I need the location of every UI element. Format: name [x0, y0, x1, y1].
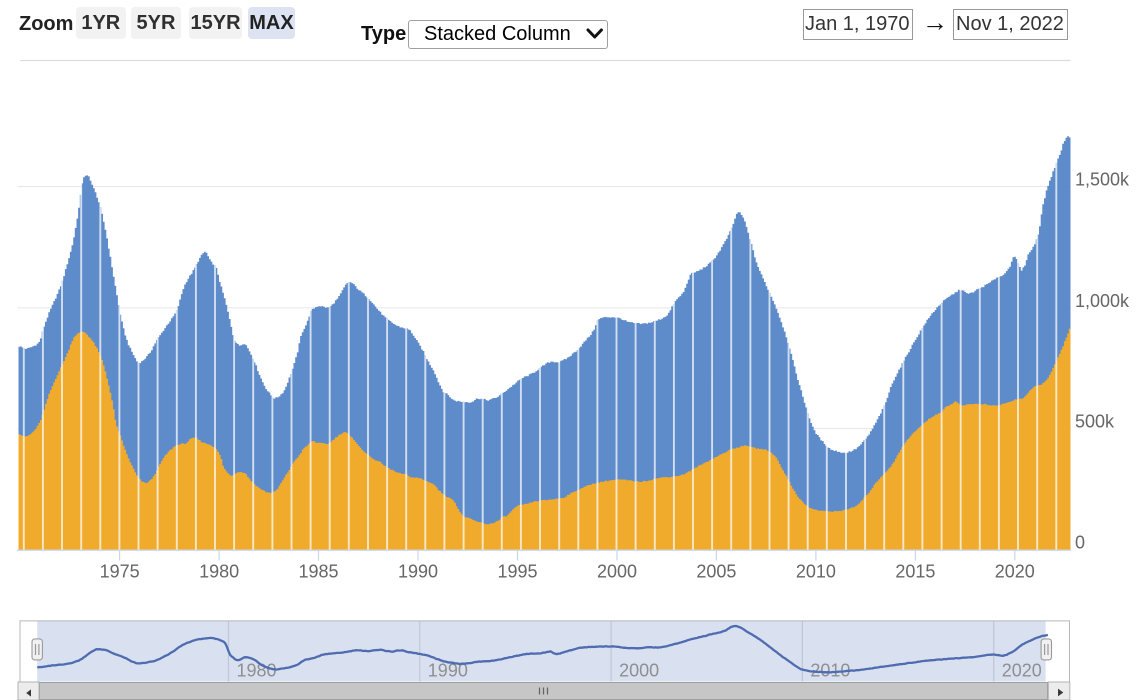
svg-text:2010: 2010: [796, 562, 836, 582]
svg-text:1,500k: 1,500k: [1075, 170, 1130, 190]
svg-text:2005: 2005: [696, 562, 736, 582]
svg-text:500k: 500k: [1075, 412, 1115, 432]
svg-text:2020: 2020: [1002, 661, 1042, 681]
svg-text:1995: 1995: [497, 562, 537, 582]
svg-text:1,000k: 1,000k: [1075, 291, 1130, 311]
svg-text:2010: 2010: [810, 661, 850, 681]
svg-text:2020: 2020: [995, 562, 1035, 582]
svg-text:2000: 2000: [597, 562, 637, 582]
svg-text:1985: 1985: [298, 562, 338, 582]
svg-text:1990: 1990: [428, 661, 468, 681]
svg-text:2000: 2000: [619, 661, 659, 681]
svg-text:1980: 1980: [199, 562, 239, 582]
svg-text:0: 0: [1075, 533, 1085, 553]
svg-text:1990: 1990: [398, 562, 438, 582]
svg-text:1980: 1980: [237, 661, 277, 681]
svg-text:1975: 1975: [100, 562, 140, 582]
svg-text:2015: 2015: [895, 562, 935, 582]
